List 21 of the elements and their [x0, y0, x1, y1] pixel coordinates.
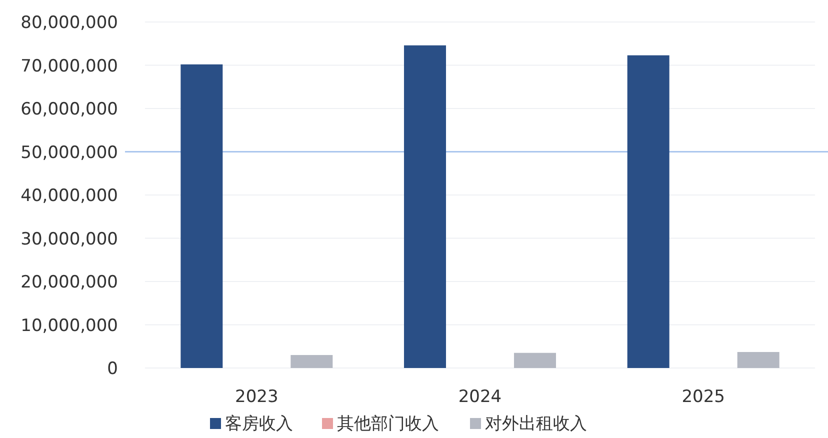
bar: [290, 355, 333, 368]
legend-label: 其他部门收入: [337, 414, 439, 434]
y-tick-label: 60,000,000: [20, 100, 118, 120]
y-tick-label: 10,000,000: [20, 316, 118, 336]
y-tick-label: 0: [107, 359, 118, 379]
legend-label: 对外出租收入: [485, 414, 587, 434]
y-tick-label: 80,000,000: [20, 13, 118, 33]
y-tick-label: 40,000,000: [20, 186, 118, 206]
bar: [404, 45, 446, 368]
bar: [737, 352, 780, 368]
x-tick-label: 2025: [682, 387, 725, 407]
y-tick-label: 30,000,000: [20, 229, 118, 250]
x-tick-label: 2023: [235, 387, 278, 407]
y-tick-label: 20,000,000: [20, 272, 118, 292]
bar: [180, 64, 223, 368]
y-tick-label: 50,000,000: [20, 142, 118, 163]
bar: [627, 55, 670, 368]
bar: [514, 352, 556, 368]
legend-label: 客房收入: [225, 414, 293, 434]
x-tick-label: 2024: [458, 387, 502, 407]
y-tick-label: 70,000,000: [20, 56, 118, 76]
